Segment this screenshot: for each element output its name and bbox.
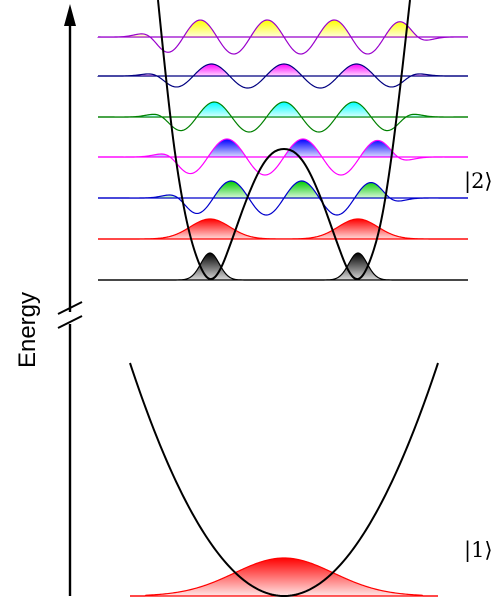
wavefunction-curve bbox=[98, 252, 468, 281]
ground-vibrational-level bbox=[130, 557, 438, 597]
wavefunction-curve bbox=[98, 101, 469, 133]
state-label-upper: |2⟩ bbox=[464, 169, 493, 194]
vibrational-level-2 bbox=[98, 180, 468, 216]
wavefunction-curve bbox=[98, 218, 468, 240]
wavefunction-fill bbox=[98, 219, 468, 239]
wavefunction-fill bbox=[98, 102, 468, 117]
vibrational-level-6 bbox=[97, 19, 469, 55]
ground-wavefunction-curve bbox=[130, 557, 438, 597]
wavefunction-fill bbox=[98, 20, 468, 37]
wavefunction-curve bbox=[98, 180, 468, 216]
wavefunction-curve bbox=[97, 63, 468, 89]
vibrational-level-0 bbox=[98, 252, 468, 281]
axis-arrowhead bbox=[64, 4, 76, 26]
wavefunction-curve bbox=[98, 138, 468, 176]
axis-break-marks bbox=[57, 301, 83, 329]
harmonic-potential-curve bbox=[129, 362, 439, 598]
ground-wavefunction-fill bbox=[130, 558, 438, 596]
energy-axis: Energy bbox=[14, 4, 83, 596]
state-label-lower: |1⟩ bbox=[464, 538, 493, 563]
wavefunction-fill bbox=[98, 253, 468, 280]
axis-title: Energy bbox=[14, 292, 41, 368]
vibrational-level-1 bbox=[98, 218, 468, 240]
vibrational-level-5 bbox=[97, 63, 468, 89]
double-well-potential-curve bbox=[157, 0, 411, 281]
wavefunction-fill bbox=[98, 139, 468, 157]
upper-state-manifold bbox=[97, 0, 469, 281]
lower-state-manifold bbox=[129, 362, 439, 598]
vibrational-level-3 bbox=[98, 138, 468, 176]
wavefunction-curve bbox=[97, 19, 469, 55]
vibrational-level-4 bbox=[98, 101, 469, 133]
wavefunction-fill bbox=[98, 64, 468, 76]
wavefunction-fill bbox=[98, 181, 468, 198]
